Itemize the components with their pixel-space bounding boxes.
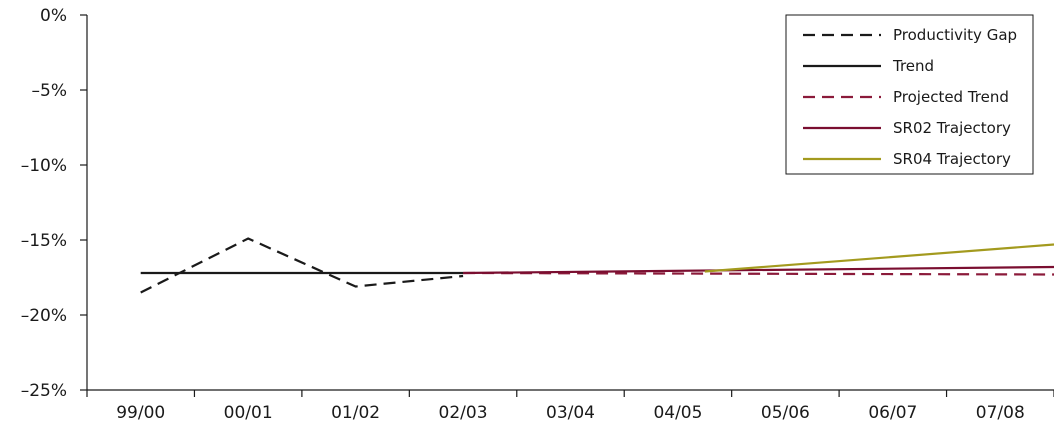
y-tick-label: –5%: [32, 81, 67, 101]
series-line-sr04-trajectory: [704, 243, 1054, 273]
legend-box: [785, 14, 1034, 175]
x-tick-label: 02/03: [439, 403, 488, 423]
x-tick-label: 06/07: [868, 403, 917, 423]
x-tick-label: 07/08: [976, 403, 1025, 423]
y-tick-label: –20%: [21, 306, 67, 326]
x-tick-label: 00/01: [224, 403, 273, 423]
y-tick-label: –15%: [21, 231, 67, 251]
y-tick-label: –10%: [21, 156, 67, 176]
axes: 0% –5% –10% –15% –20% –25% 99/00 00/01 01/02 02/0…: [21, 6, 1054, 423]
series-line-projected-trend: [463, 271, 1054, 276]
x-tick-label: 05/06: [761, 403, 810, 423]
x-tick-label: 03/04: [546, 403, 595, 423]
y-tick-label: 0%: [40, 6, 67, 26]
y-tick-label: –25%: [21, 381, 67, 401]
series-line-sr02-trajectory: [463, 265, 1054, 275]
x-tick-label: 04/05: [653, 403, 702, 423]
legend: Productivity Gap Trend Projected Trend SR02…: [785, 14, 1034, 175]
legend-label: SR04 Trajectory: [893, 150, 1011, 168]
legend-label: Productivity Gap: [893, 26, 1017, 44]
x-tick-label: 01/02: [331, 403, 380, 423]
legend-label: Trend: [892, 57, 934, 75]
legend-label: Projected Trend: [893, 88, 1009, 106]
x-tick-label: 99/00: [116, 403, 165, 423]
series-line-productivity-gap: [140, 237, 464, 294]
legend-label: SR02 Trajectory: [893, 119, 1011, 137]
plot-lines: [140, 237, 1054, 294]
